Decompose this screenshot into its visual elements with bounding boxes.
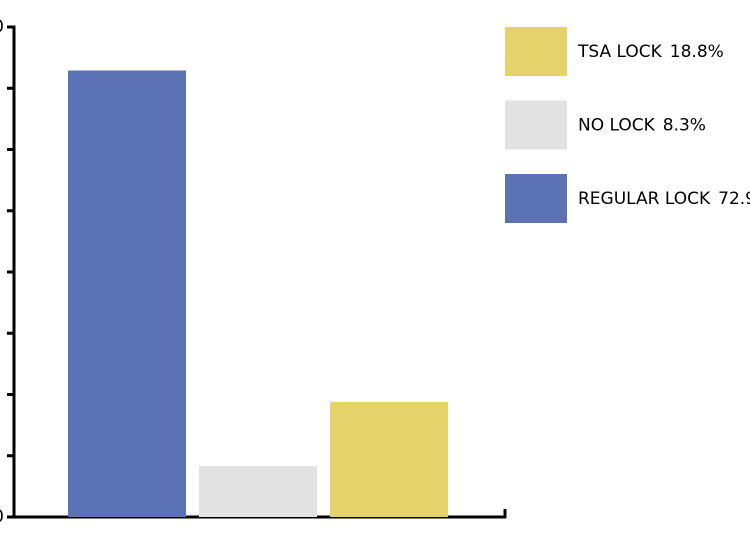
y-tick-label: 80 — [0, 17, 4, 37]
bar — [330, 401, 448, 517]
legend-swatch — [505, 174, 567, 223]
legend-value: 18.8% — [670, 42, 724, 62]
y-tick-label: 0 — [0, 507, 4, 527]
legend-swatch — [505, 27, 567, 76]
legend-label: TSA LOCK — [577, 42, 663, 62]
legend-swatch — [505, 100, 567, 150]
bar — [68, 70, 186, 518]
legend-label: REGULAR LOCK — [578, 189, 711, 209]
bar — [199, 466, 317, 517]
legend-label: NO LOCK — [578, 116, 656, 136]
legend-value: 72.9% — [718, 189, 750, 209]
legend-value: 8.3% — [663, 116, 706, 136]
